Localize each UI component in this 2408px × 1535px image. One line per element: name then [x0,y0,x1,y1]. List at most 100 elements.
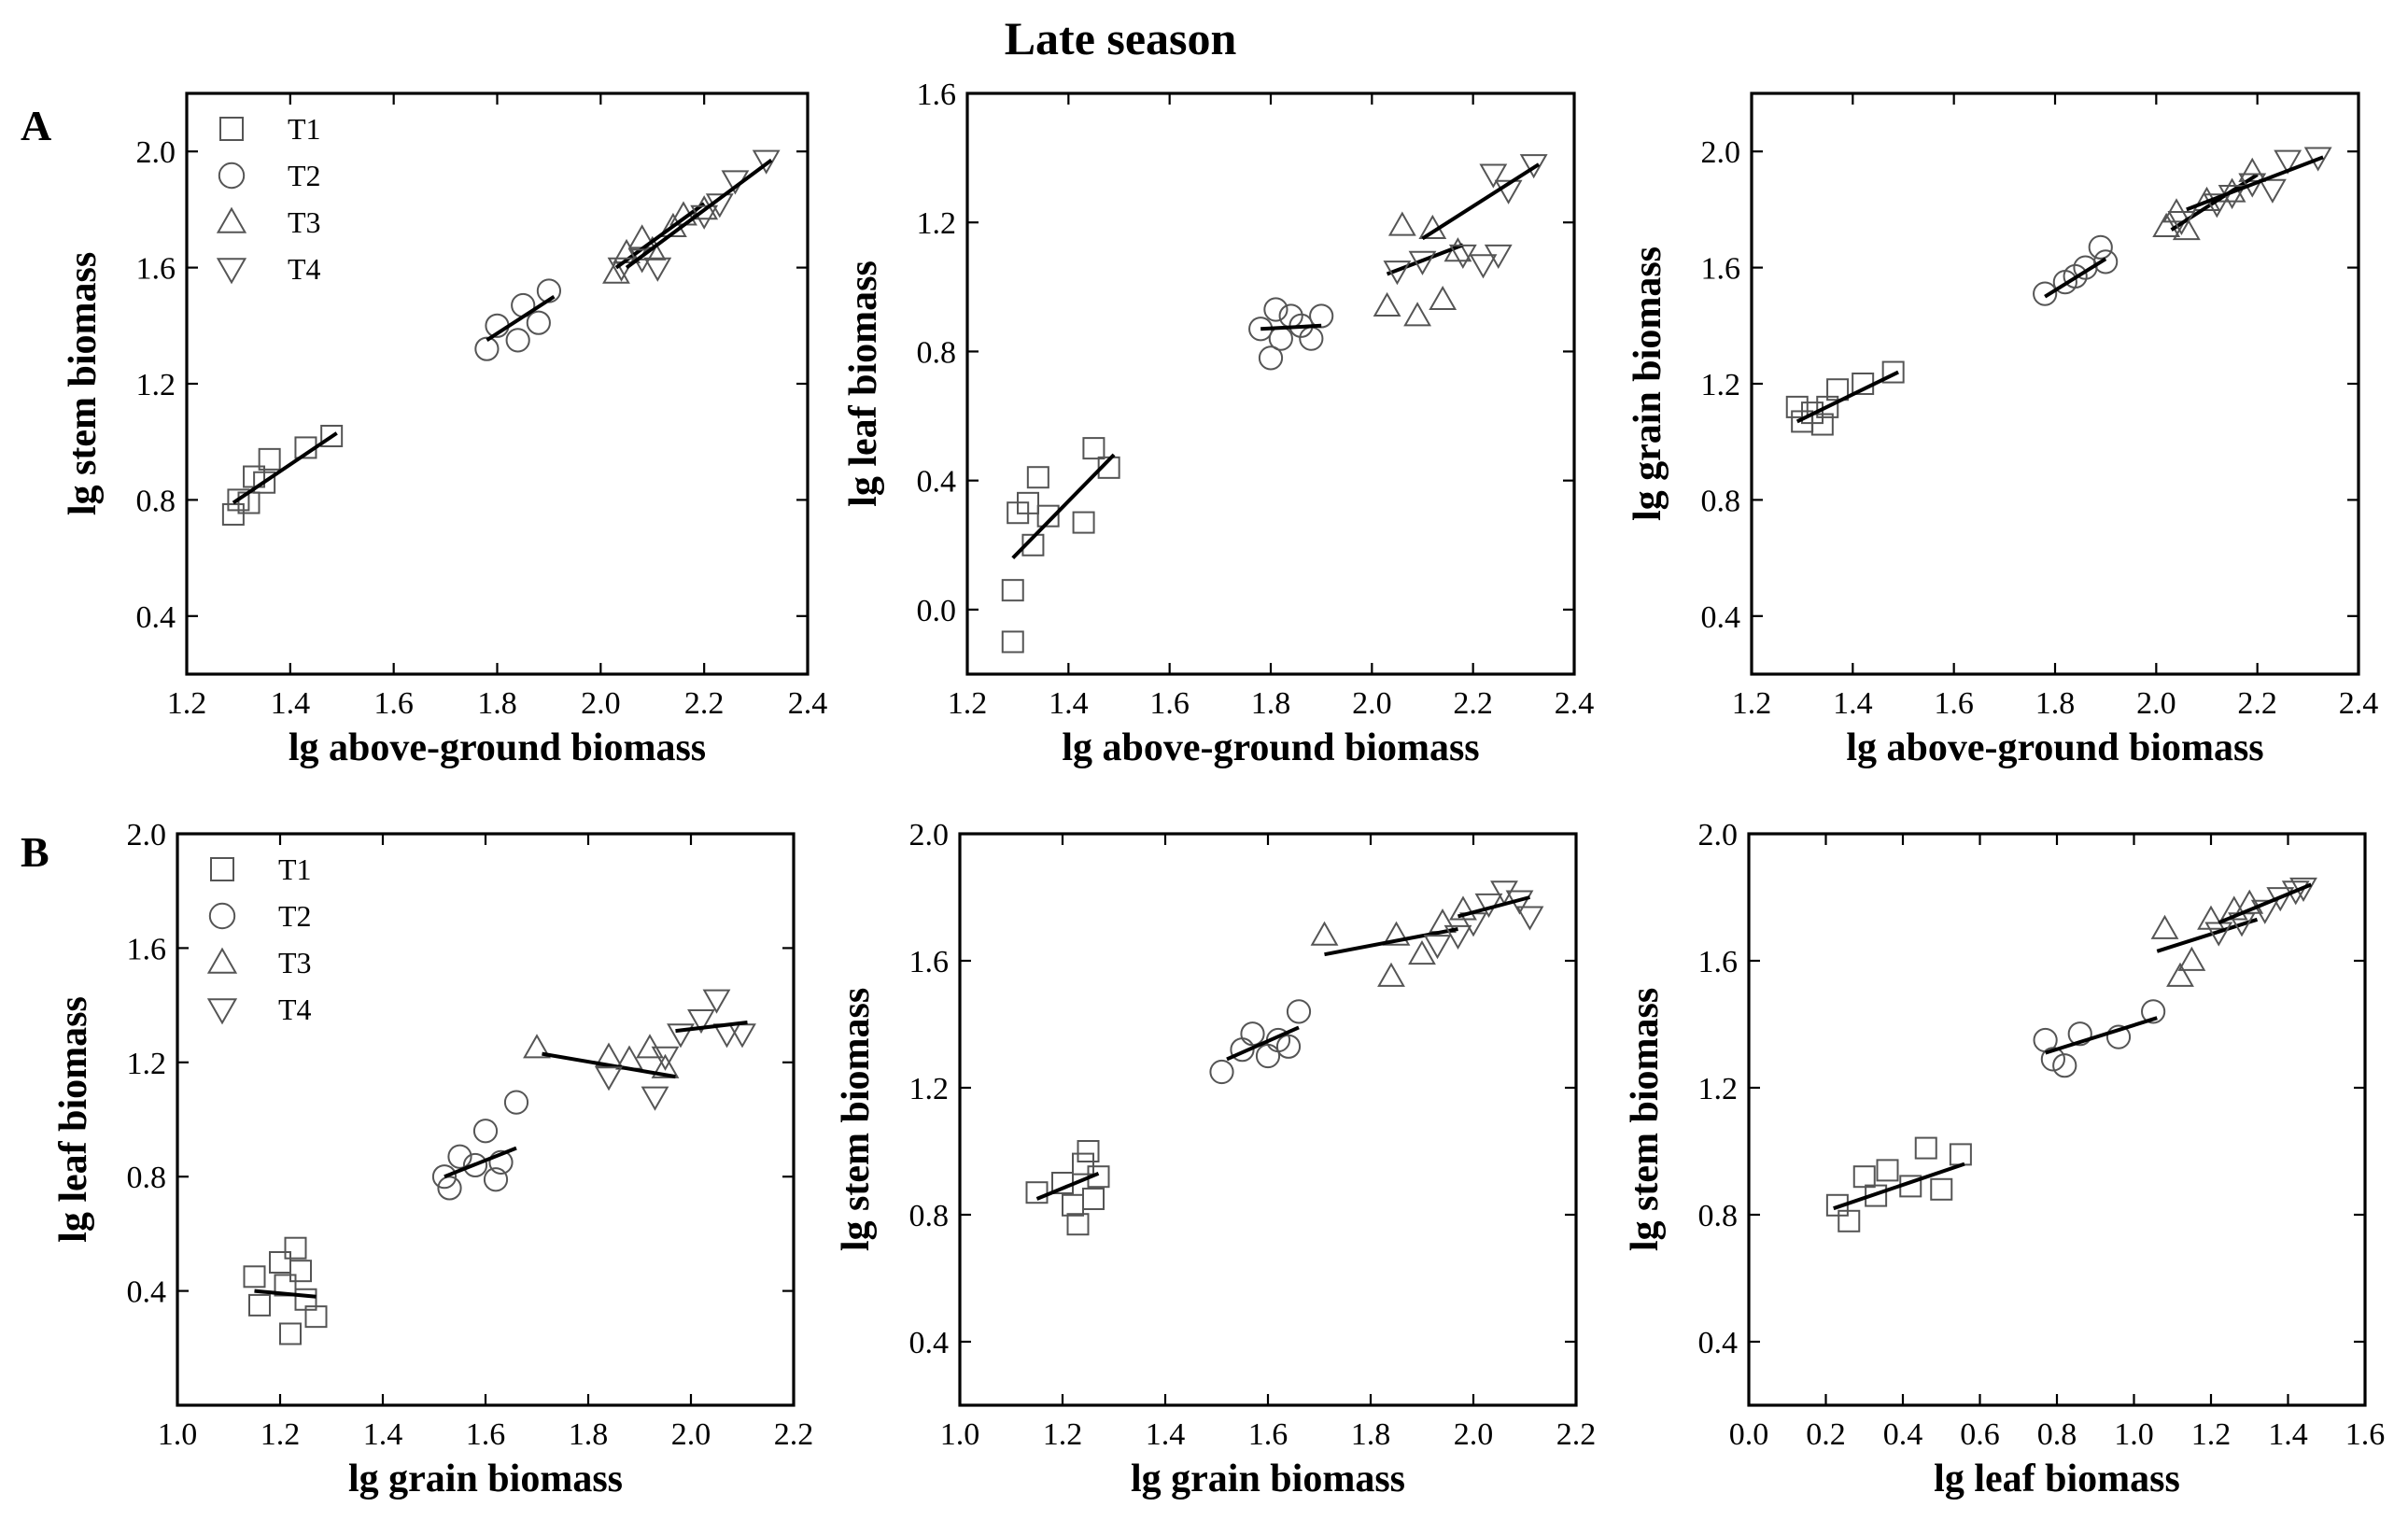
fit-line-t4 [2186,155,2324,212]
data-point-t3 [1403,302,1432,327]
fit-line-t2 [1260,323,1322,331]
data-point-t4 [651,1046,680,1071]
data-point-t4 [1383,261,1412,286]
legend-label-t4: T4 [288,252,321,286]
x-tick-label: 1.4 [363,1417,403,1452]
data-point-t2 [1258,345,1284,371]
x-axis-title: lg above-ground biomass [289,726,706,769]
fit-line-t3 [614,202,706,270]
data-point-t1 [1881,360,1905,384]
x-tick-label: 2.0 [581,686,621,721]
data-point-t2 [1275,1034,1302,1059]
data-point-t1 [1001,579,1024,602]
x-tick-label: 2.0 [1352,686,1392,721]
data-point-t1 [1072,1152,1094,1176]
data-point-t2 [2088,234,2113,260]
x-tick-label: 2.2 [2237,686,2277,721]
y-tick-label: 0.8 [127,1161,167,1195]
data-point-t4 [2203,193,2232,218]
x-tick-label: 2.0 [2136,686,2176,721]
x-tick-label: 1.8 [1251,686,1291,721]
x-tick-label: 1.8 [2035,686,2076,721]
plot-frame [1747,832,2367,1407]
legend-label-t2: T2 [288,159,321,192]
x-tick-label: 1.2 [261,1417,301,1452]
data-point-t3 [523,1034,551,1059]
y-axis-title: lg leaf biomass [842,261,885,507]
fit-line-t4 [2218,882,2313,925]
data-point-t1 [284,1236,307,1260]
data-point-t4 [643,257,672,282]
x-tick-label: 1.8 [1351,1417,1391,1452]
data-point-t2 [474,336,500,361]
fit-line-t4 [675,1020,748,1034]
legend-marker-t1 [210,857,234,881]
fit-line-t3 [2156,917,2259,953]
data-point-t2 [1209,1059,1234,1085]
data-point-t1 [1810,413,1834,436]
data-point-t1 [1082,1188,1105,1210]
x-tick-label: 2.2 [684,686,725,721]
data-point-t3 [651,1053,680,1078]
panel-label-a: A [21,102,51,149]
x-tick-label: 1.2 [1732,686,1772,721]
data-point-t1 [1077,1140,1100,1162]
y-axis-title: lg stem biomass [1624,988,1667,1251]
y-tick-label: 1.2 [1698,1072,1739,1106]
x-tick-label: 1.4 [1049,686,1089,721]
y-tick-label: 1.6 [1701,252,1741,287]
data-point-t1 [1838,1209,1861,1232]
panel-label-b: B [21,828,49,876]
y-tick-label: 0.8 [1701,484,1741,518]
data-point-t4 [641,1086,669,1111]
fit-line-t2 [486,295,556,343]
data-point-t2 [526,310,551,335]
data-point-t2 [2033,281,2058,306]
fit-line-t4 [1421,162,1541,241]
data-point-t4 [667,1023,695,1049]
data-point-t4 [1423,935,1452,960]
data-point-t2 [1240,1021,1265,1047]
data-point-t3 [1373,291,1401,317]
data-point-t3 [1387,211,1416,236]
x-tick-label: 0.4 [1883,1417,1923,1452]
x-axis-title: lg above-ground biomass [1062,726,1479,769]
x-tick-label: 2.2 [774,1417,814,1452]
x-tick-label: 1.4 [271,686,311,721]
data-point-t1 [1001,630,1024,654]
data-point-t1 [269,1251,291,1274]
data-point-t1 [1026,466,1049,489]
legend-label-t2: T2 [278,899,312,933]
data-point-t3 [2150,914,2179,939]
fit-line-t3 [542,1051,676,1079]
fit-line-t1 [1795,370,1899,424]
data-point-t4 [2250,899,2279,924]
data-point-t1 [1949,1143,1972,1166]
y-tick-label: 2.0 [127,818,167,852]
chart-1: 1.2 1.4 1.6 1.8 2.0 2.2 2.4 0.4 0.8 1.2 1.6 2.0 lg a… [62,92,827,769]
x-axis-title: lg grain biomass [348,1458,623,1500]
data-point-t2 [2052,1053,2077,1078]
x-tick-label: 1.6 [466,1417,506,1452]
fit-line-t2 [2044,257,2107,299]
y-tick-label: 1.6 [917,77,957,112]
legend-marker-t2 [208,902,236,930]
fit-line-t4 [1457,895,1531,919]
y-axis-title: lg leaf biomass [52,996,95,1243]
data-point-t1 [1785,395,1809,418]
x-tick-label: 1.4 [1833,686,1873,721]
y-tick-label: 1.6 [136,252,176,287]
y-tick-label: 1.2 [909,1072,950,1106]
data-point-t2 [1286,999,1312,1024]
legend-label-t4: T4 [278,993,312,1026]
x-tick-label: 1.0 [2114,1417,2154,1452]
data-point-t3 [1377,962,1405,987]
data-point-t2 [1268,326,1293,351]
y-tick-label: 1.6 [909,945,950,979]
y-tick-label: 0.4 [136,600,176,635]
data-point-t2 [505,328,530,353]
data-point-t4 [1515,906,1544,931]
data-point-t1 [1025,1181,1049,1204]
y-tick-label: 0.4 [917,465,957,500]
